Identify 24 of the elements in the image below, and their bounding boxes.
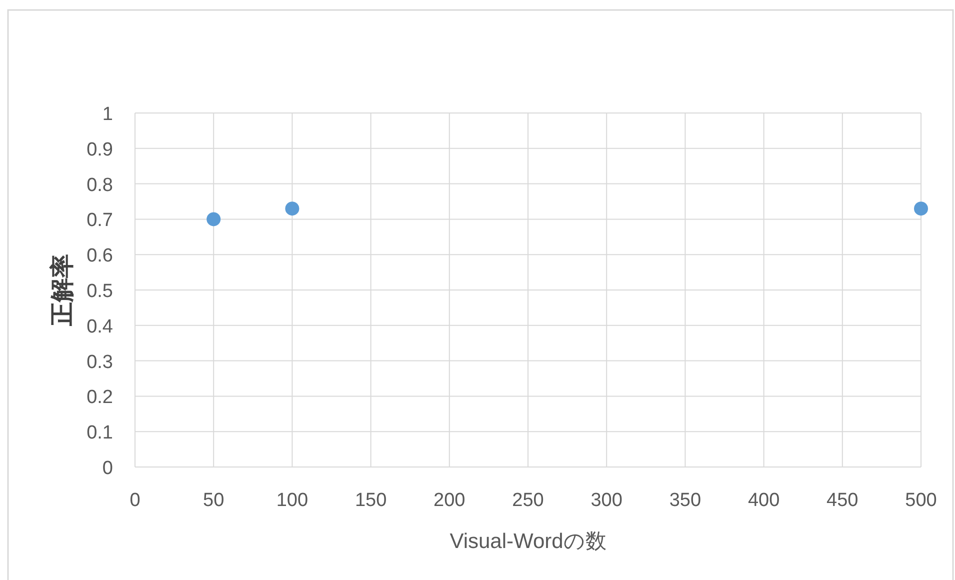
- x-tick-label: 50: [203, 490, 224, 511]
- y-tick-label: 0.4: [86, 316, 114, 338]
- x-tick-label: 250: [512, 490, 544, 511]
- y-axis-title: 正解率: [49, 254, 76, 327]
- y-tick-label: 0: [102, 458, 113, 479]
- y-tick-label: 0.9: [86, 139, 113, 160]
- y-tick-label: 0.1: [86, 422, 113, 444]
- y-tick-label: 0.2: [86, 387, 113, 408]
- x-tick-label: 350: [669, 490, 702, 511]
- y-tick-label: 0.8: [86, 174, 113, 196]
- x-tick-label: 200: [434, 490, 466, 511]
- y-tick-label: 0.5: [86, 281, 113, 302]
- y-tick-label: 0.7: [86, 210, 113, 232]
- x-tick-label: 400: [748, 490, 780, 511]
- x-tick-label: 450: [826, 490, 858, 511]
- y-tick-label: 1: [102, 104, 113, 125]
- x-tick-label: 0: [130, 490, 140, 511]
- x-tick-label: 500: [905, 490, 937, 511]
- y-tick-label: 0.6: [86, 246, 113, 267]
- x-axis-title: Visual-Wordの数: [450, 530, 606, 553]
- x-tick-label: 300: [590, 490, 622, 511]
- x-tick-label: 150: [354, 490, 387, 511]
- y-tick-label: 0.3: [86, 352, 113, 373]
- x-tick-label: 100: [276, 490, 308, 511]
